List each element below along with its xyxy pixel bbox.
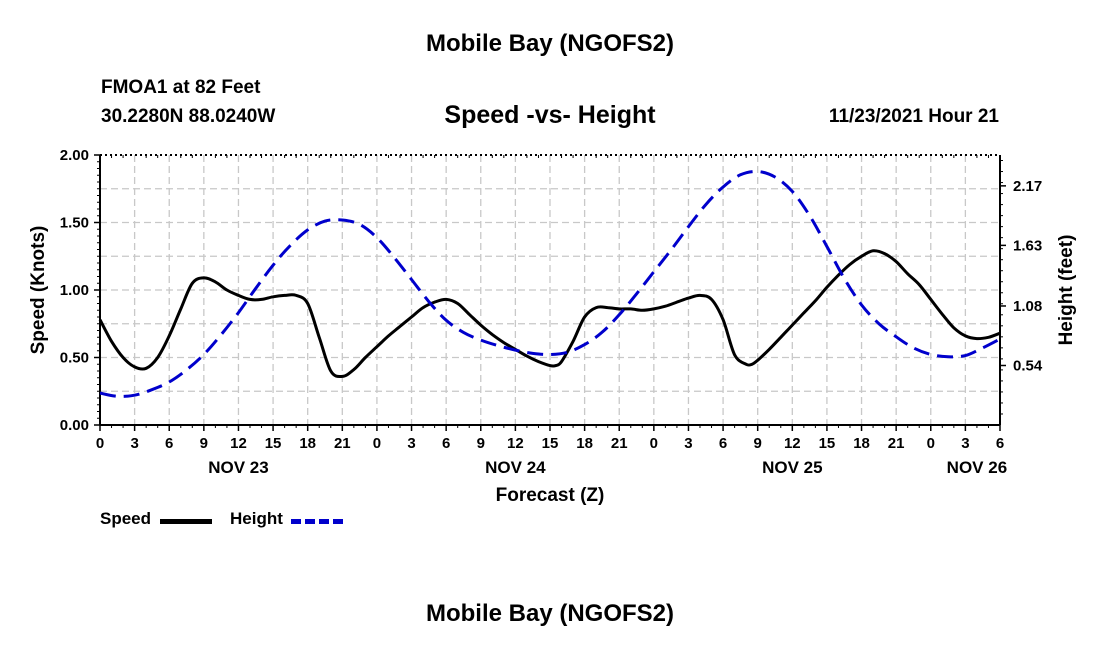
y-tick-label: 1.50 — [60, 215, 89, 232]
x-tick-label: 9 — [477, 435, 485, 452]
x-tick-label: 15 — [265, 435, 282, 452]
y-axis-title-left: Speed (Knots) — [28, 226, 49, 355]
x-tick-label: 18 — [299, 435, 316, 452]
speed-series-line — [98, 249, 1001, 379]
y-tick-label: 0.50 — [60, 350, 89, 367]
legend-height-swatch — [291, 519, 343, 524]
legend-speed-label: Speed — [100, 509, 152, 528]
x-tick-label: 21 — [888, 435, 905, 452]
chart-subtitle: Speed -vs- Height — [444, 101, 656, 129]
chart-footer-title: Mobile Bay (NGOFS2) — [425, 600, 675, 627]
y-tick-label: 0.00 — [60, 417, 89, 434]
x-tick-label: 18 — [853, 435, 870, 452]
x-tick-label: 0 — [650, 435, 658, 452]
x-date-label: NOV 23 — [208, 458, 268, 477]
x-tick-label: 18 — [576, 435, 593, 452]
x-tick-label: 21 — [611, 435, 628, 452]
y-tick-label: 1.00 — [60, 282, 89, 299]
x-tick-label: 6 — [996, 435, 1004, 452]
y2-tick-label: 0.54 — [1013, 357, 1043, 374]
x-tick-label: 12 — [507, 435, 524, 452]
x-date-label: NOV 26 — [947, 458, 1007, 477]
x-tick-label: 3 — [961, 435, 969, 452]
x-tick-label: 3 — [407, 435, 415, 452]
station-label: FMOA1 at 82 Feet — [101, 77, 261, 98]
y-axis-title-right: Height (feet) — [1056, 235, 1077, 346]
x-axis-title: Forecast (Z) — [496, 485, 605, 506]
x-tick-label: 12 — [230, 435, 247, 452]
x-tick-label: 15 — [542, 435, 559, 452]
chart-main-title: Mobile Bay (NGOFS2) — [425, 30, 675, 57]
legend-height-label: Height — [230, 509, 283, 528]
y2-tick-label: 2.17 — [1013, 178, 1042, 195]
x-tick-label: 15 — [819, 435, 836, 452]
x-tick-label: 0 — [96, 435, 104, 452]
forecast-datetime: 11/23/2021 Hour 21 — [828, 106, 999, 127]
x-tick-label: 6 — [719, 435, 727, 452]
x-tick-label: 0 — [927, 435, 935, 452]
y2-tick-label: 1.63 — [1013, 237, 1042, 254]
x-tick-label: 6 — [165, 435, 173, 452]
height-series-line — [99, 169, 1001, 398]
x-tick-label: 3 — [130, 435, 138, 452]
x-tick-label: 0 — [373, 435, 381, 452]
legend-speed-swatch — [160, 519, 212, 524]
x-tick-label: 9 — [200, 435, 208, 452]
y2-tick-label: 1.08 — [1013, 298, 1042, 315]
x-tick-label: 3 — [684, 435, 692, 452]
x-tick-label: 6 — [442, 435, 450, 452]
x-tick-label: 21 — [334, 435, 351, 452]
y-tick-label: 2.00 — [60, 147, 89, 164]
x-date-label: NOV 24 — [485, 458, 546, 477]
x-tick-label: 9 — [754, 435, 762, 452]
x-tick-label: 12 — [784, 435, 801, 452]
x-date-label: NOV 25 — [762, 458, 822, 477]
station-coordinates: 30.2280N 88.0240W — [101, 106, 276, 127]
